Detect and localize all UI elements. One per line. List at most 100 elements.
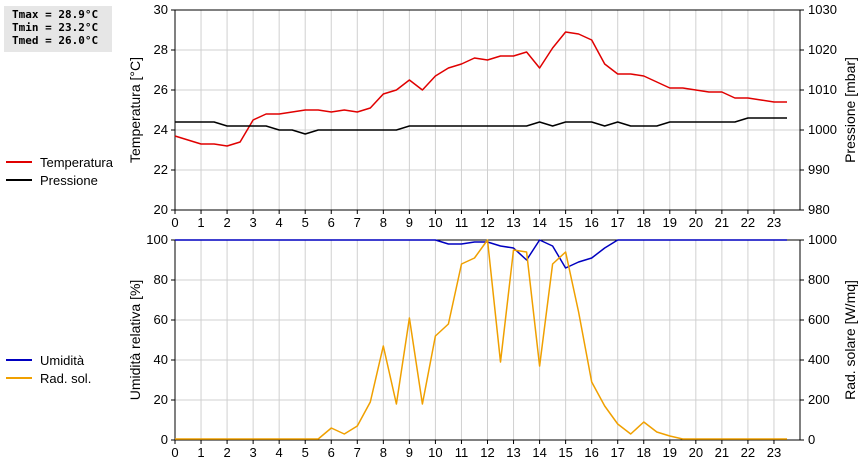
x-tick-label: 18 [637, 215, 651, 230]
x-tick-label: 0 [171, 445, 178, 460]
x-tick-label: 3 [250, 215, 257, 230]
legend-swatch [6, 377, 32, 379]
legend-bottom: Umidità Rad. sol. [6, 351, 91, 387]
legend-item-umidita: Umidità [6, 351, 91, 369]
x-tick-label: 23 [767, 215, 781, 230]
y-right-tick-label: 200 [808, 392, 830, 407]
y-right-tick-label: 1000 [808, 122, 837, 137]
legend-item-temperatura: Temperatura [6, 153, 113, 171]
y-left-tick-label: 22 [154, 162, 168, 177]
legend-swatch [6, 161, 32, 163]
y-left-tick-label: 60 [154, 312, 168, 327]
y-left-tick-label: 30 [154, 2, 168, 17]
y-right-tick-label: 800 [808, 272, 830, 287]
x-tick-label: 22 [741, 215, 755, 230]
y-right-tick-label: 1000 [808, 232, 837, 247]
x-tick-label: 1 [197, 215, 204, 230]
legend-swatch [6, 179, 32, 181]
x-tick-label: 13 [506, 215, 520, 230]
x-tick-label: 5 [302, 215, 309, 230]
legend-item-pressione: Pressione [6, 171, 113, 189]
x-tick-label: 20 [689, 215, 703, 230]
x-tick-label: 16 [584, 215, 598, 230]
x-tick-label: 8 [380, 215, 387, 230]
y-right-tick-label: 400 [808, 352, 830, 367]
y-right-tick-label: 1020 [808, 42, 837, 57]
x-tick-label: 19 [663, 215, 677, 230]
x-tick-label: 2 [223, 215, 230, 230]
y-left-axis-title: Temperatura [°C] [127, 57, 143, 163]
x-tick-label: 0 [171, 215, 178, 230]
y-left-tick-label: 20 [154, 392, 168, 407]
x-tick-label: 9 [406, 215, 413, 230]
stat-tmin: Tmin = 23.2°C [12, 21, 99, 34]
x-tick-label: 11 [455, 445, 469, 460]
x-tick-label: 7 [354, 215, 361, 230]
x-tick-label: 21 [715, 215, 729, 230]
series-line-umidit [175, 239, 787, 269]
y-right-tick-label: 600 [808, 312, 830, 327]
x-tick-label: 10 [428, 445, 442, 460]
legend-item-rad-sol: Rad. sol. [6, 369, 91, 387]
x-tick-label: 5 [302, 445, 309, 460]
y-left-tick-label: 26 [154, 82, 168, 97]
y-left-tick-label: 40 [154, 352, 168, 367]
x-tick-label: 3 [250, 445, 257, 460]
stats-box: Tmax = 28.9°C Tmin = 23.2°C Tmed = 26.0°… [4, 6, 112, 52]
y-left-axis-title: Umidità relativa [%] [127, 280, 143, 401]
legend-label: Pressione [40, 172, 98, 188]
y-right-tick-label: 0 [808, 432, 815, 447]
x-tick-label: 1 [197, 445, 204, 460]
y-left-tick-label: 20 [154, 202, 168, 217]
x-tick-label: 11 [455, 215, 469, 230]
y-right-tick-label: 1010 [808, 82, 837, 97]
y-right-tick-label: 1030 [808, 2, 837, 17]
x-tick-label: 14 [532, 445, 546, 460]
x-tick-label: 19 [663, 445, 677, 460]
legend-label: Temperatura [40, 154, 113, 170]
x-tick-label: 14 [532, 215, 546, 230]
x-tick-label: 16 [584, 445, 598, 460]
x-tick-label: 17 [610, 445, 624, 460]
x-tick-label: 13 [506, 445, 520, 460]
x-tick-label: 20 [689, 445, 703, 460]
y-right-axis-title: Pressione [mbar] [842, 57, 858, 163]
x-tick-label: 21 [715, 445, 729, 460]
x-tick-label: 10 [428, 215, 442, 230]
series-line-rad-sol [175, 239, 787, 440]
legend-label: Umidità [40, 352, 85, 368]
x-tick-label: 22 [741, 445, 755, 460]
plot-frame [174, 9, 801, 211]
x-tick-label: 2 [223, 445, 230, 460]
x-tick-label: 6 [328, 445, 335, 460]
x-tick-label: 9 [406, 445, 413, 460]
y-right-axis-title: Rad. solare [W/mq] [842, 280, 858, 400]
x-tick-label: 23 [767, 445, 781, 460]
x-tick-label: 12 [480, 215, 494, 230]
y-right-tick-label: 990 [808, 162, 830, 177]
x-tick-label: 18 [637, 445, 651, 460]
y-left-tick-label: 80 [154, 272, 168, 287]
x-tick-label: 4 [276, 215, 283, 230]
series-line-temperatura [174, 31, 787, 147]
y-left-tick-label: 0 [161, 432, 168, 447]
x-tick-label: 15 [558, 445, 572, 460]
x-tick-label: 6 [328, 215, 335, 230]
series-line-pressione [175, 117, 787, 135]
legend-swatch [6, 359, 32, 361]
legend-label: Rad. sol. [40, 370, 92, 386]
y-left-tick-label: 100 [146, 232, 168, 247]
legend-top: Temperatura Pressione [6, 153, 113, 189]
stat-tmed: Tmed = 26.0°C [12, 34, 99, 47]
x-tick-label: 4 [276, 445, 283, 460]
y-right-tick-label: 980 [808, 202, 830, 217]
stat-tmax: Tmax = 28.9°C [12, 8, 99, 21]
x-tick-label: 7 [354, 445, 361, 460]
x-tick-label: 8 [380, 445, 387, 460]
y-left-tick-label: 28 [154, 42, 168, 57]
x-tick-label: 17 [610, 215, 624, 230]
x-tick-label: 15 [558, 215, 572, 230]
x-tick-label: 12 [480, 445, 494, 460]
y-left-tick-label: 24 [154, 122, 168, 137]
